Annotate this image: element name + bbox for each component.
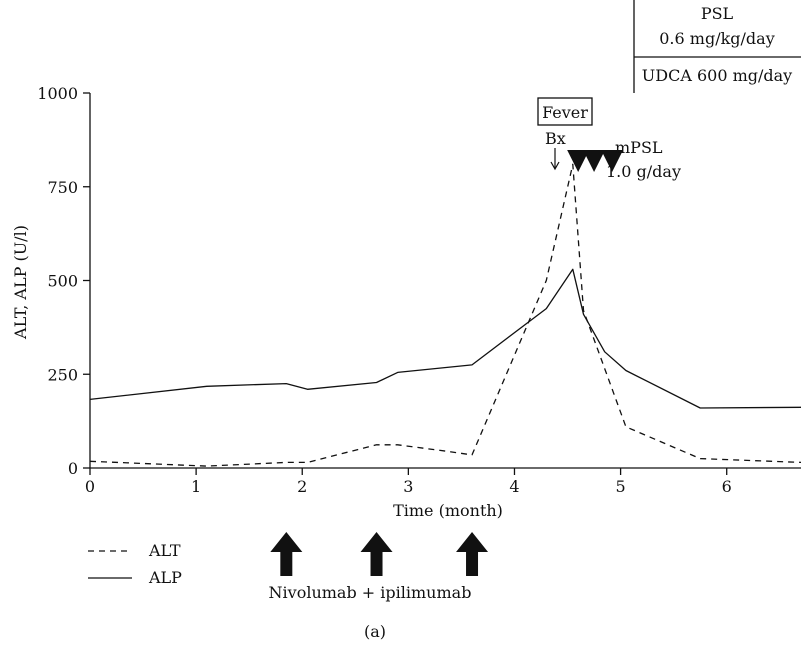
psl-label: PSL [701,4,734,23]
mpsl-pulse-triangle [567,150,590,172]
udca-label: UDCA 600 mg/day [642,66,792,85]
y-axis-label: ALT, ALP (U/l) [11,225,30,340]
x-ticks: 0 1 2 3 4 5 6 [85,468,732,496]
mpsl-label: mPSL [615,138,663,157]
dose-arrow-icon [456,532,489,576]
x-tick-label: 5 [616,477,626,496]
series-line-alt [89,163,801,467]
psl-dose: 0.6 mg/kg/day [659,29,774,48]
y-ticks: 0 250 500 750 1000 [37,84,90,478]
mpsl-pulse-triangle [601,150,624,172]
mpsl-pulses [567,150,624,172]
y-tick-label: 500 [47,272,78,291]
legend-alt-label: ALT [148,541,181,560]
x-tick-label: 2 [297,477,307,496]
y-tick-label: 750 [47,178,78,197]
x-tick-label: 1 [191,477,201,496]
mpsl-dose: 1.0 g/day [606,162,681,181]
treatment-boxes: PSL 0.6 mg/kg/day UDCA 600 mg/day [633,0,801,93]
bx-arrow [550,148,560,171]
y-tick-label: 1000 [37,84,78,103]
dose-arrow-icon [360,532,393,576]
panel-label: (a) [364,622,386,641]
x-tick-label: 6 [722,477,732,496]
series-group [89,163,801,467]
bx-label: Bx [545,129,566,148]
series-line-alp [89,268,801,409]
fever-label: Fever [542,103,588,122]
y-tick-label: 250 [47,365,78,384]
x-axis-label: Time (month) [393,501,503,520]
x-tick-label: 3 [403,477,413,496]
dose-arrow-icon [270,532,303,576]
legend: ALT ALP [88,541,182,587]
axes: 0 250 500 750 1000 0 1 2 3 4 5 6 ALT, ALP (U/l) Ti… [11,84,801,520]
treatment-label: Nivolumab + ipilimumab [269,583,472,602]
y-tick-label: 0 [68,459,78,478]
legend-alp-label: ALP [148,568,182,587]
x-tick-label: 4 [509,477,519,496]
x-tick-label: 0 [85,477,95,496]
annotations: Fever Bx mPSL 1.0 g/day [537,97,681,181]
dose-arrows [270,532,489,576]
fever-box [537,97,593,126]
mpsl-pulse-triangle [583,150,606,172]
